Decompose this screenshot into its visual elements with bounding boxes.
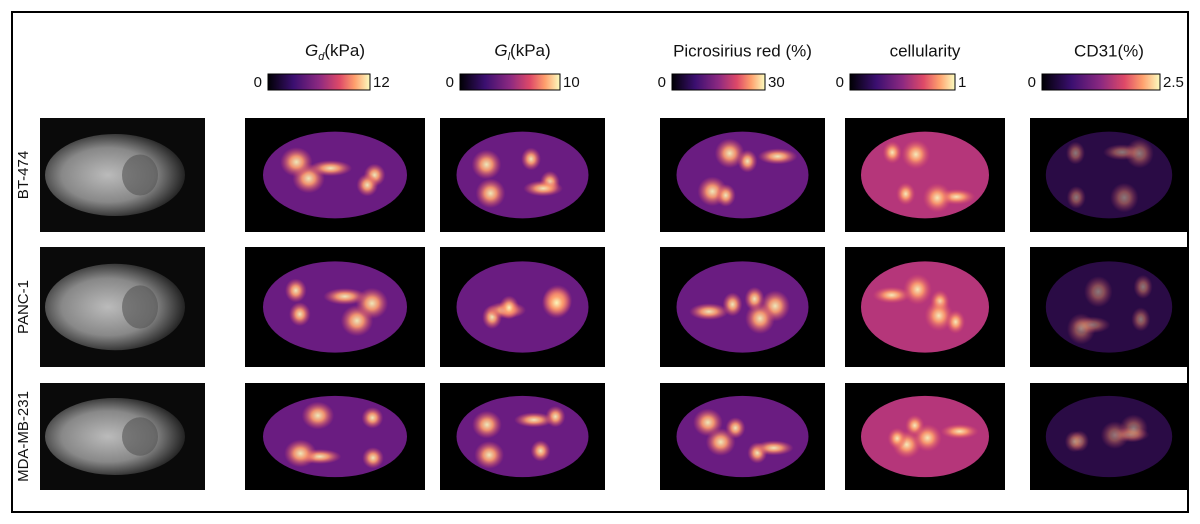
hot-spot [1134,275,1153,299]
hot-spot [913,424,942,452]
colorbar [268,74,370,90]
colorbar-min-label: 0 [446,74,454,91]
column-title: Gd(kPa) [305,41,365,62]
hot-spot [715,139,745,169]
hot-spot [1084,276,1112,307]
column-title: cellularity [890,41,961,60]
tissue-region [677,396,809,477]
hot-spot [1119,414,1147,442]
hot-spot [1067,186,1086,209]
tissue-region [263,396,407,477]
hot-spot [754,440,794,455]
mri-tissue [45,264,185,350]
colorbar-max-label: 1 [958,74,966,91]
column-title: Gl(kPa) [494,41,550,62]
colorbar [672,74,765,90]
hot-spot [362,447,384,468]
tissue-region [677,132,809,219]
hot-spot [903,274,932,305]
hot-spot [523,180,563,196]
tissue-region [457,396,589,477]
hot-spot [284,439,316,467]
colorbar-min-label: 0 [658,74,666,91]
hot-spot [706,428,736,456]
tissue-region [1046,261,1172,352]
hot-spot [946,310,965,334]
colorbar [1042,74,1160,90]
mri-detail [122,417,158,456]
hot-spot [521,148,541,171]
hot-spot [896,182,915,205]
hot-spot [745,303,775,334]
hot-spot [285,278,307,302]
colorbar-max-label: 30 [768,74,785,91]
hot-spot [531,440,551,461]
row-label: PANC-1 [15,280,32,334]
hot-spot [1066,142,1085,165]
tissue-region [861,261,989,352]
hot-spot [901,140,930,170]
colorbar-min-label: 0 [254,74,262,91]
mri-detail [122,154,158,195]
hot-spot [542,287,572,318]
row-label: MDA-MB-231 [15,391,32,482]
hot-spot [280,147,312,177]
hot-spot [923,183,952,213]
hot-spot [888,428,907,449]
hot-spot [1065,431,1084,452]
colorbar-max-label: 10 [563,74,580,91]
colorbar-min-label: 0 [836,74,844,91]
hot-spot [689,303,729,320]
column-title: Picrosirius red (%) [673,41,812,60]
mri-detail [122,285,158,328]
hot-spot [362,407,384,428]
hot-spot [1067,313,1095,344]
unit: (kPa) [324,41,365,60]
hot-spot [302,402,334,430]
tissue-region [1046,132,1172,219]
colorbar-max-label: 2.5 [1163,74,1184,91]
hot-spot [357,174,379,197]
hot-spot [474,441,504,469]
hot-spot [472,411,502,439]
symbol: G [305,41,318,60]
hot-spot [716,184,736,207]
hot-spot [883,141,902,164]
unit: (kPa) [510,41,551,60]
hot-spot [514,412,554,427]
hot-spot [289,302,311,326]
hot-spot [472,150,502,180]
colorbar [850,74,955,90]
hot-spot [309,160,352,176]
mri-tissue [45,398,185,475]
mri-tissue [45,134,185,216]
colorbar-max-label: 12 [373,74,390,91]
hot-spot [1131,307,1150,331]
hot-spot [499,296,519,320]
colorbar [460,74,560,90]
figure: Gd(kPa)012Gl(kPa)010Picrosirius red (%)0… [0,0,1200,524]
symbol: G [494,41,507,60]
hot-spot [1110,183,1138,213]
hot-spot [476,178,506,208]
column-title: CD31(%) [1074,41,1144,60]
colorbar-min-label: 0 [1028,74,1036,91]
hot-spot [356,288,388,319]
row-label: BT-474 [15,151,32,199]
hot-spot [758,148,798,164]
hot-spot [940,424,978,439]
hot-spot [1125,139,1153,169]
